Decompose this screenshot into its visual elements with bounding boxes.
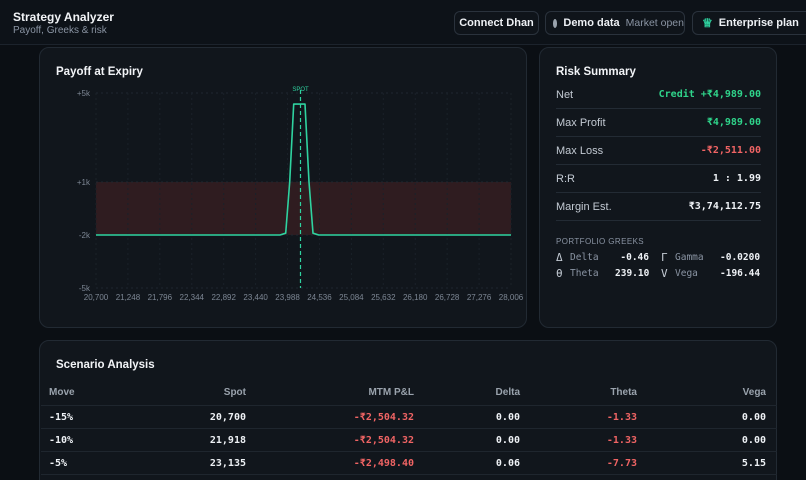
spot-marker-label: SPOT xyxy=(292,87,309,93)
y-tick-label: +1k xyxy=(77,178,91,187)
app-header: Strategy Analyzer Payoff, Greeks & risk … xyxy=(0,0,806,45)
greek-name: Vega xyxy=(675,268,698,279)
cell-mtm: -₹2,504.32 xyxy=(353,435,414,446)
scenario-title: Scenario Analysis xyxy=(56,359,155,371)
cell-delta: 0.06 xyxy=(495,458,520,469)
x-tick-label: 23,988 xyxy=(275,293,300,302)
cell-theta: -7.73 xyxy=(606,458,637,469)
status-dot-icon xyxy=(553,18,558,28)
x-tick-label: 21,248 xyxy=(116,293,141,302)
x-tick-label: 25,084 xyxy=(339,293,364,302)
demo-data-label: Demo data xyxy=(563,17,620,29)
column-header-theta: Theta xyxy=(610,387,637,398)
table-row: -15% 20,700 -₹2,504.32 0.00 -1.33 0.00 xyxy=(41,405,777,428)
cell-vega: 0.00 xyxy=(741,435,766,446)
risk-label: R:R xyxy=(556,172,575,185)
cell-move: -10% xyxy=(49,435,74,446)
gamma-symbol: Γ xyxy=(661,251,668,264)
x-tick-label: 20,700 xyxy=(84,293,109,302)
cell-theta: -1.33 xyxy=(606,412,637,423)
cell-mtm: -₹2,504.32 xyxy=(353,412,414,423)
payoff-series-line xyxy=(96,103,511,236)
loss-band xyxy=(96,182,511,235)
cell-vega: 5.15 xyxy=(741,458,766,469)
greek-value: -0.46 xyxy=(620,252,649,263)
column-header-delta: Delta xyxy=(495,387,520,398)
x-tick-label: 22,892 xyxy=(211,293,236,302)
demo-data-toggle[interactable]: Demo data Market open xyxy=(545,11,685,35)
cell-delta: 0.00 xyxy=(495,412,520,423)
x-tick-label: 24,536 xyxy=(307,293,332,302)
risk-summary-card: Risk Summary Net Credit +₹4,989.00 Max P… xyxy=(539,47,777,328)
vega-symbol: V xyxy=(661,267,668,280)
risk-label: Max Loss xyxy=(556,144,604,157)
greek-value: 239.10 xyxy=(615,268,650,279)
table-row: -5% 23,135 -₹2,498.40 0.06 -7.73 5.15 xyxy=(41,451,777,474)
portfolio-greeks-title: PORTFOLIO GREEKS xyxy=(556,237,645,246)
risk-row-rr: R:R 1 : 1.99 xyxy=(556,165,761,193)
greek-theta: θ Theta 239.10 xyxy=(556,267,649,280)
risk-value: ₹3,74,112.75 xyxy=(688,201,761,212)
cell-mtm: -₹2,498.40 xyxy=(353,458,414,469)
crown-icon: ♕ xyxy=(702,16,713,30)
greek-name: Theta xyxy=(570,268,599,279)
plan-label: Enterprise plan xyxy=(718,17,799,29)
greek-vega: V Vega -196.44 xyxy=(661,267,760,280)
column-header-mtm: MTM P&L xyxy=(368,387,414,398)
y-tick-label: -2k xyxy=(79,231,91,240)
risk-label: Net xyxy=(556,88,574,101)
risk-label: Margin Est. xyxy=(556,200,612,213)
risk-label: Max Profit xyxy=(556,116,606,129)
column-header-move: Move xyxy=(49,387,75,398)
greek-value: -0.0200 xyxy=(720,252,761,263)
risk-row-margin: Margin Est. ₹3,74,112.75 xyxy=(556,193,761,221)
greek-delta: Δ Delta -0.46 xyxy=(556,251,649,264)
risk-value: 1 : 1.99 xyxy=(712,173,761,184)
x-tick-label: 26,728 xyxy=(435,293,460,302)
y-tick-label: +5k xyxy=(77,89,91,98)
x-tick-label: 22,344 xyxy=(180,293,205,302)
risk-value: Credit +₹4,989.00 xyxy=(658,89,761,100)
risk-value: ₹4,989.00 xyxy=(706,117,761,128)
scenario-analysis-card: Scenario Analysis Move Spot MTM P&L Delt… xyxy=(39,340,777,480)
cell-theta: -1.33 xyxy=(606,435,637,446)
app-subtitle: Payoff, Greeks & risk xyxy=(13,25,107,36)
cell-delta: 0.00 xyxy=(495,435,520,446)
column-header-spot: Spot xyxy=(223,387,246,398)
greek-name: Delta xyxy=(570,252,599,263)
x-tick-label: 25,632 xyxy=(371,293,396,302)
table-row xyxy=(41,474,777,480)
risk-row-max-loss: Max Loss -₹2,511.00 xyxy=(556,137,761,165)
x-tick-label: 28,006 xyxy=(499,293,524,302)
payoff-card: Payoff at Expiry +5k +1k -2k -5k 20,700 21,24… xyxy=(39,47,527,328)
cell-move: -15% xyxy=(49,412,74,423)
market-status: Market open xyxy=(625,17,684,29)
delta-symbol: Δ xyxy=(556,251,563,264)
app-title: Strategy Analyzer xyxy=(13,10,114,24)
x-tick-label: 27,276 xyxy=(467,293,492,302)
greek-value: -196.44 xyxy=(720,268,761,279)
table-row: -10% 21,918 -₹2,504.32 0.00 -1.33 0.00 xyxy=(41,428,777,451)
cell-spot: 21,918 xyxy=(209,435,246,446)
enterprise-plan-button[interactable]: ♕ Enterprise plan xyxy=(692,11,806,35)
greek-name: Gamma xyxy=(675,252,704,263)
risk-value: -₹2,511.00 xyxy=(700,145,761,156)
payoff-title: Payoff at Expiry xyxy=(56,66,143,78)
connect-dhan-button[interactable]: Connect Dhan xyxy=(454,11,539,35)
cell-move: -5% xyxy=(49,458,68,469)
risk-row-net: Net Credit +₹4,989.00 xyxy=(556,81,761,109)
x-tick-label: 23,440 xyxy=(243,293,268,302)
cell-spot: 23,135 xyxy=(209,458,246,469)
greek-gamma: Γ Gamma -0.0200 xyxy=(661,251,760,264)
y-tick-label: -5k xyxy=(79,284,91,293)
risk-summary-title: Risk Summary xyxy=(556,66,636,78)
risk-row-max-profit: Max Profit ₹4,989.00 xyxy=(556,109,761,137)
cell-vega: 0.00 xyxy=(741,412,766,423)
column-header-vega: Vega xyxy=(742,387,766,398)
cell-spot: 20,700 xyxy=(209,412,246,423)
theta-symbol: θ xyxy=(556,267,563,280)
x-tick-label: 26,180 xyxy=(403,293,428,302)
x-tick-label: 21,796 xyxy=(148,293,173,302)
